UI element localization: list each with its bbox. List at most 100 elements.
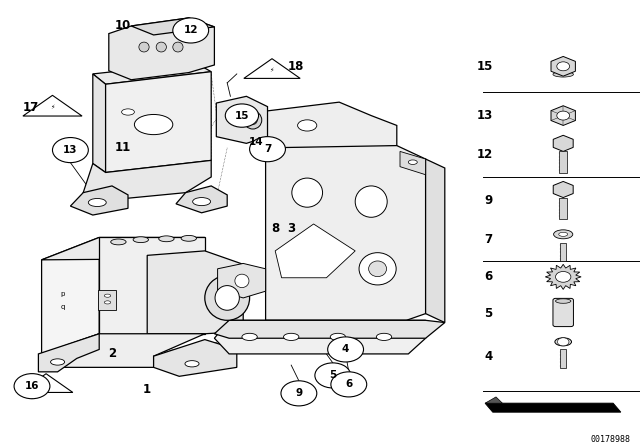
Circle shape xyxy=(250,137,285,162)
Text: 13: 13 xyxy=(477,109,493,122)
Ellipse shape xyxy=(248,116,257,125)
Ellipse shape xyxy=(205,276,250,320)
Polygon shape xyxy=(216,96,268,143)
Bar xyxy=(560,349,566,368)
Ellipse shape xyxy=(122,109,134,115)
Polygon shape xyxy=(99,237,205,334)
Polygon shape xyxy=(553,135,573,151)
Ellipse shape xyxy=(111,239,126,245)
Ellipse shape xyxy=(51,359,65,365)
Text: q: q xyxy=(61,304,65,310)
Ellipse shape xyxy=(355,186,387,217)
Circle shape xyxy=(173,18,209,43)
Ellipse shape xyxy=(284,333,299,340)
Ellipse shape xyxy=(369,261,387,276)
Polygon shape xyxy=(42,237,99,354)
Text: ⚡: ⚡ xyxy=(51,105,54,110)
Polygon shape xyxy=(42,237,205,260)
Text: 6: 6 xyxy=(345,379,353,389)
Polygon shape xyxy=(551,56,575,76)
Text: 4: 4 xyxy=(484,349,493,363)
Bar xyxy=(560,243,566,261)
Text: 7: 7 xyxy=(264,144,271,154)
Text: 12: 12 xyxy=(184,26,198,35)
Polygon shape xyxy=(244,59,300,78)
Ellipse shape xyxy=(88,198,106,207)
Polygon shape xyxy=(83,160,211,202)
Text: ⚡: ⚡ xyxy=(44,382,48,387)
Text: 1: 1 xyxy=(143,383,151,396)
Ellipse shape xyxy=(559,232,568,237)
Circle shape xyxy=(225,104,259,127)
Ellipse shape xyxy=(156,42,166,52)
Polygon shape xyxy=(551,106,575,125)
Ellipse shape xyxy=(185,361,199,367)
Ellipse shape xyxy=(104,294,111,297)
Polygon shape xyxy=(176,186,227,213)
Polygon shape xyxy=(147,251,243,334)
Polygon shape xyxy=(214,320,445,338)
Polygon shape xyxy=(23,95,82,116)
Polygon shape xyxy=(93,63,211,84)
Polygon shape xyxy=(106,72,211,172)
Polygon shape xyxy=(426,159,445,323)
Ellipse shape xyxy=(555,338,572,346)
Bar xyxy=(559,198,567,219)
Text: 17: 17 xyxy=(22,101,39,114)
Text: 13: 13 xyxy=(63,145,77,155)
Ellipse shape xyxy=(159,236,174,242)
Polygon shape xyxy=(93,74,106,172)
Ellipse shape xyxy=(173,42,183,52)
Ellipse shape xyxy=(556,299,571,303)
Ellipse shape xyxy=(193,198,211,206)
Polygon shape xyxy=(266,146,426,320)
Circle shape xyxy=(52,138,88,163)
Circle shape xyxy=(331,372,367,397)
Polygon shape xyxy=(275,224,355,278)
Polygon shape xyxy=(70,186,128,215)
Ellipse shape xyxy=(235,274,249,288)
Bar xyxy=(559,151,567,173)
Text: 9: 9 xyxy=(484,194,493,207)
Ellipse shape xyxy=(359,253,396,285)
Polygon shape xyxy=(154,340,237,376)
Text: ⚡: ⚡ xyxy=(270,68,274,73)
Text: 18: 18 xyxy=(287,60,304,73)
Ellipse shape xyxy=(139,42,149,52)
Polygon shape xyxy=(42,334,205,367)
Text: 5: 5 xyxy=(484,307,493,320)
Text: p: p xyxy=(61,291,65,297)
Ellipse shape xyxy=(330,333,346,340)
Polygon shape xyxy=(131,18,214,35)
Ellipse shape xyxy=(133,237,148,243)
Ellipse shape xyxy=(104,301,111,304)
Polygon shape xyxy=(218,263,266,298)
Text: 11: 11 xyxy=(115,141,131,155)
Ellipse shape xyxy=(181,236,196,241)
Ellipse shape xyxy=(553,72,573,77)
Text: 9: 9 xyxy=(295,388,303,398)
Polygon shape xyxy=(214,320,426,354)
Text: 4: 4 xyxy=(342,345,349,354)
Ellipse shape xyxy=(292,178,323,207)
Circle shape xyxy=(328,337,364,362)
FancyBboxPatch shape xyxy=(98,290,116,310)
Text: 6: 6 xyxy=(484,270,493,284)
Circle shape xyxy=(557,111,570,120)
Text: 2: 2 xyxy=(108,347,116,361)
Ellipse shape xyxy=(554,230,573,239)
Circle shape xyxy=(315,363,351,388)
Ellipse shape xyxy=(134,114,173,134)
Polygon shape xyxy=(485,403,621,412)
Circle shape xyxy=(557,338,569,346)
Circle shape xyxy=(14,374,50,399)
Polygon shape xyxy=(266,102,397,148)
Ellipse shape xyxy=(244,111,262,129)
Polygon shape xyxy=(109,18,214,80)
Text: 3: 3 xyxy=(287,222,295,235)
Polygon shape xyxy=(38,334,99,372)
Text: 10: 10 xyxy=(115,19,131,33)
Ellipse shape xyxy=(376,333,392,340)
FancyBboxPatch shape xyxy=(553,298,573,327)
Polygon shape xyxy=(400,151,426,175)
